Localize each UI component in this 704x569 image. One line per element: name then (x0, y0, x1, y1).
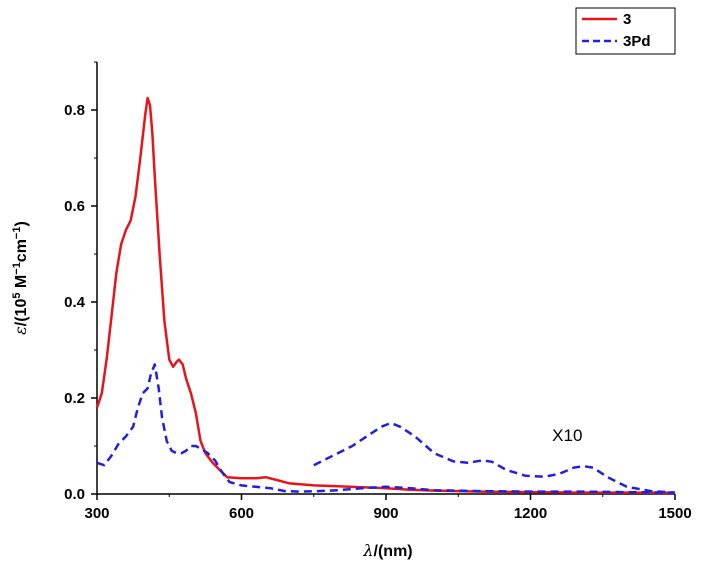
y-tick-label: 0.2 (64, 390, 85, 407)
y-axis-title-close: ) (13, 221, 30, 226)
legend: 3 3Pd (575, 7, 676, 55)
annotation-x10: X10 (552, 426, 582, 445)
legend-label-3Pd: 3Pd (623, 33, 651, 50)
y-axis-title-symbol: ε (11, 326, 30, 335)
x-tick-label: 600 (229, 505, 254, 522)
y-axis-title-text: /(10 (13, 299, 30, 327)
series-lines (95, 96, 676, 495)
y-axis-title-sup-5: 5 (11, 293, 23, 299)
legend-box (575, 7, 676, 55)
series-line-3Pd-X10 (313, 421, 676, 494)
y-axis-title: ε/(105 M−1cm−1) (11, 221, 30, 335)
x-tick-label: 300 (84, 505, 109, 522)
y-tick-label: 0.6 (64, 198, 85, 215)
y-tick-label: 0.4 (64, 294, 86, 311)
y-axis-title-unit-m: M (13, 275, 30, 293)
series-line-3Pd (96, 363, 676, 494)
y-tick-label: 0.0 (64, 486, 85, 503)
x-tick-label: 1200 (514, 505, 547, 522)
x-tick-label: 1500 (658, 505, 691, 522)
legend-label-3: 3 (623, 11, 631, 28)
x-axis-title-symbol: λ (362, 541, 373, 560)
x-axis-title-text: /(nm) (374, 543, 413, 560)
y-axis-title-sup-m: −1 (11, 262, 23, 275)
x-axis-title: λ/(nm) (362, 541, 412, 560)
y-tick-label: 0.8 (64, 102, 85, 119)
x-tick-label: 900 (373, 505, 398, 522)
series-line-3 (95, 96, 676, 495)
y-axis-title-unit-cm: cm (13, 239, 30, 262)
y-axis-title-sup-cm: −1 (11, 227, 23, 240)
axis-ticks: 300 600 900 1200 1500 0.0 0.2 0.4 0.6 0.8 (64, 61, 692, 522)
